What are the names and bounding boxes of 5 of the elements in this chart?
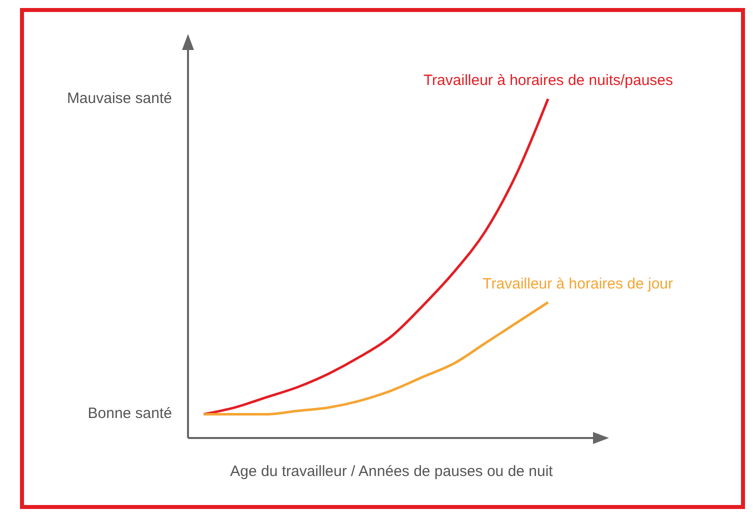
series-label: Travailleur à horaires de nuits/pauses [423, 72, 674, 89]
text: Travailleur à horaires de jour [482, 275, 674, 292]
text: Bonne santé [88, 405, 172, 422]
x-axis-title: Age du travailleur / Années de pauses ou de nuit [230, 463, 554, 480]
text: Mauvaise santé [66, 90, 172, 107]
